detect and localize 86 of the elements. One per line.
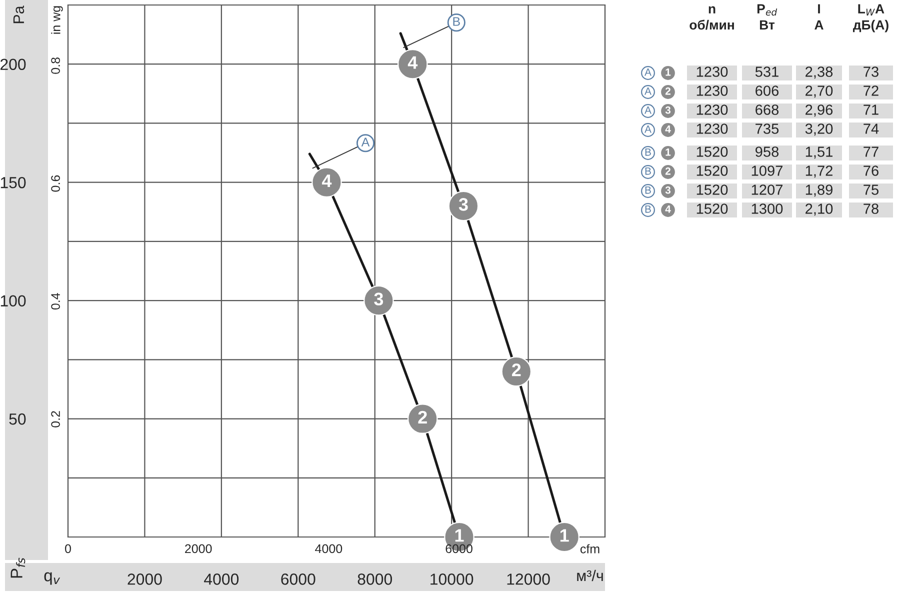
x-tick-label: 8000 <box>358 574 392 585</box>
annotation: 3 <box>458 198 468 211</box>
category-label: A <box>644 88 652 95</box>
y-tick-label: 50 <box>9 413 26 425</box>
category-label: 2 <box>665 87 670 95</box>
annotation: 1 <box>560 529 569 542</box>
y-tick-label: 200 <box>0 58 26 70</box>
category-label: B <box>645 186 651 194</box>
text: 2,10 <box>806 204 833 216</box>
text: 2,96 <box>806 104 833 117</box>
y2-tick-label: 0.2 <box>51 411 60 428</box>
category-label: 2 <box>665 167 670 175</box>
category-label: A <box>644 68 652 76</box>
text: 1520 <box>696 146 728 157</box>
text: Pa <box>13 6 24 24</box>
text: 668 <box>756 104 779 115</box>
text: 606 <box>756 86 779 96</box>
x2-tick-label: 0 <box>65 544 71 554</box>
text: 1230 <box>696 124 728 134</box>
category-label: A <box>644 106 652 114</box>
x-tick-label: 4000 <box>204 574 239 585</box>
annotation: 4 <box>322 174 332 187</box>
text: 72 <box>864 86 878 96</box>
text: 1230 <box>696 86 728 96</box>
text: м³/ч <box>577 570 603 582</box>
x-tick-label: 10000 <box>430 574 474 585</box>
text: 1,72 <box>806 166 832 178</box>
text: 76 <box>864 166 878 176</box>
text: 71 <box>864 104 878 115</box>
y2-axis-title: in wg <box>51 6 63 34</box>
text: 1,51 <box>806 146 832 159</box>
text: 74 <box>864 124 879 134</box>
text: A <box>361 138 370 146</box>
category-label: 4 <box>665 206 671 213</box>
category-label: A <box>644 126 652 133</box>
text: 1097 <box>752 166 782 176</box>
text: 531 <box>755 66 778 77</box>
category-label: n об/мин <box>690 6 734 30</box>
text: 1520 <box>696 166 728 176</box>
category-label: B <box>645 148 651 156</box>
y2-tick-label: 0.8 <box>51 58 60 74</box>
y-axis-title: P$_{fs}$ <box>10 558 26 578</box>
y2-tick-label: 0.4 <box>51 293 60 310</box>
text: 1,89 <box>806 184 832 197</box>
annotation: 1 <box>455 529 464 542</box>
text: 77 <box>864 146 878 157</box>
text: 2,38 <box>806 66 833 79</box>
x2-tick-label: 6000 <box>446 544 472 554</box>
category-label: B <box>645 168 651 175</box>
x-tick-label: 2000 <box>128 574 162 585</box>
category-label: P$_{ed}$ Вт <box>757 4 778 30</box>
text: 958 <box>756 146 779 157</box>
annotation: 4 <box>408 56 418 69</box>
text: 78 <box>864 204 878 214</box>
annotation: 3 <box>374 292 384 306</box>
text: 1230 <box>696 66 728 77</box>
text: 73 <box>864 66 878 77</box>
category-label: 1 <box>666 68 671 76</box>
category-label: L$_{W}$A дБ(A) <box>853 4 888 32</box>
x-axis-title: q$_{v}$ <box>44 572 60 585</box>
x2-tick-label: 4000 <box>315 544 342 554</box>
text: 3,20 <box>805 124 833 136</box>
category-label: 4 <box>665 126 671 133</box>
text: 1520 <box>696 204 728 214</box>
x2-tick-label: 2000 <box>185 544 212 554</box>
text: 1300 <box>752 204 783 214</box>
y-tick-label: 100 <box>0 295 26 306</box>
y-tick-label: 150 <box>0 176 26 188</box>
x2-axis-title: cfm <box>580 544 600 554</box>
text: 1520 <box>696 184 728 195</box>
category-label: 3 <box>665 186 671 194</box>
annotation: 2 <box>512 364 521 376</box>
y2-tick-label: 0.6 <box>51 175 60 192</box>
text: 1207 <box>752 184 782 195</box>
x-tick-label: 6000 <box>281 574 316 585</box>
annotation: 2 <box>418 410 427 424</box>
text: B <box>453 17 460 26</box>
text: 1230 <box>696 104 728 115</box>
text: 75 <box>864 184 878 195</box>
x-tick-label: 12000 <box>507 574 550 585</box>
category-label: 3 <box>665 106 671 114</box>
category-label: 1 <box>666 148 671 156</box>
text: 2,70 <box>806 86 833 98</box>
category-label: I A <box>814 4 824 30</box>
text: 735 <box>756 124 779 134</box>
category-label: B <box>645 206 651 213</box>
